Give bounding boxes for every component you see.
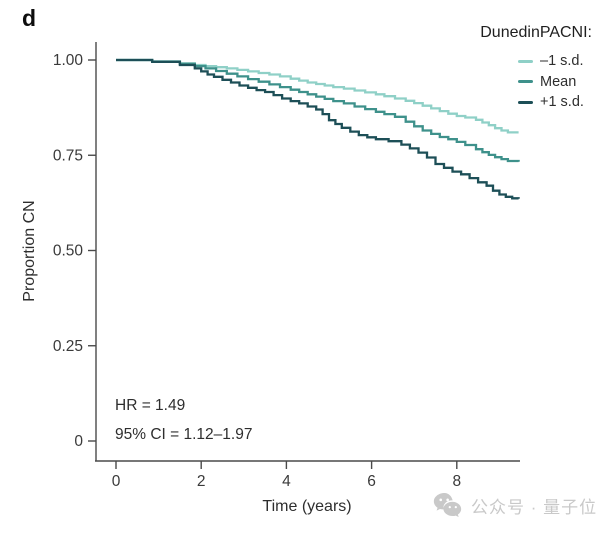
x-tick-label: 0 xyxy=(112,473,121,490)
watermark: 公众号 · 量子位 xyxy=(433,492,597,518)
x-tick-label: 4 xyxy=(282,473,291,490)
hazard-ratio-annotation: HR = 1.49 xyxy=(115,397,186,414)
y-tick-label: 0.25 xyxy=(53,338,83,355)
y-axis-title: Proportion CN xyxy=(21,200,38,302)
curve-series-1 xyxy=(116,58,520,163)
x-axis-title: Time (years) xyxy=(262,498,352,515)
confidence-interval-annotation: 95% CI = 1.12–1.97 xyxy=(115,426,253,443)
legend-item-mean: Mean xyxy=(518,72,592,93)
legend-swatch-minus1sd-icon xyxy=(518,59,533,63)
wechat-icon xyxy=(433,492,462,518)
y-tick-label: 1.00 xyxy=(53,52,84,69)
y-tick-label: 0 xyxy=(74,433,83,450)
y-tick-label: 0.75 xyxy=(53,147,83,164)
legend-item-plus1sd: +1 s.d. xyxy=(518,92,592,113)
legend: DunedinPACNI: –1 s.d. Mean +1 s.d. xyxy=(480,24,592,113)
legend-swatch-plus1sd-icon xyxy=(518,100,533,104)
y-tick-label: 0.50 xyxy=(53,243,84,260)
legend-label-minus1sd: –1 s.d. xyxy=(540,53,584,70)
legend-label-plus1sd: +1 s.d. xyxy=(540,94,584,111)
axes xyxy=(95,42,520,462)
x-tick-label: 8 xyxy=(452,473,461,490)
curve-series-0 xyxy=(116,58,519,134)
legend-label-mean: Mean xyxy=(540,73,577,90)
x-tick-label: 6 xyxy=(367,473,376,490)
panel-label: d xyxy=(22,5,37,31)
watermark-text: 公众号 · 量子位 xyxy=(471,497,598,517)
x-tick-label: 2 xyxy=(197,473,206,490)
legend-title: DunedinPACNI: xyxy=(480,24,592,41)
legend-swatch-mean-icon xyxy=(518,80,533,84)
curve-series-2 xyxy=(116,58,520,200)
legend-item-minus1sd: –1 s.d. xyxy=(518,51,592,72)
